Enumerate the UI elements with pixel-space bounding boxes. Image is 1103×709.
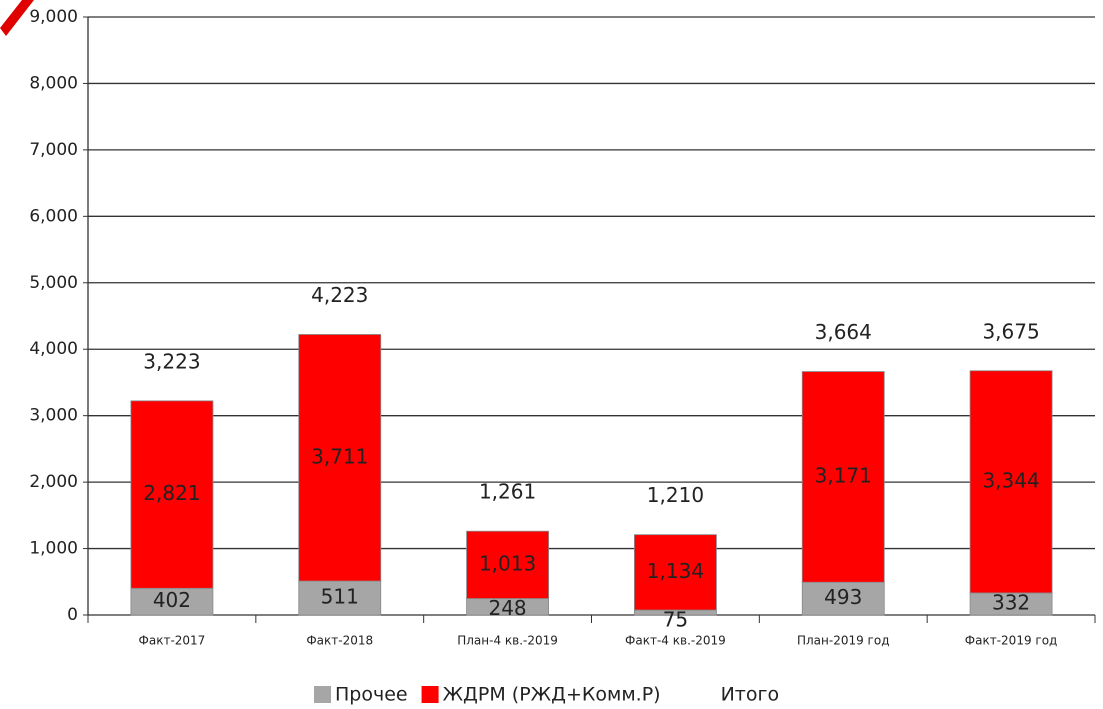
total-label: 3,664 bbox=[815, 320, 872, 344]
data-label: 511 bbox=[321, 585, 359, 609]
legend-label: ЖДРМ (РЖД+Комм.Р) bbox=[443, 684, 661, 706]
x-tick-label: Факт-4 кв.-2019 bbox=[625, 634, 726, 648]
data-label: 3,711 bbox=[311, 444, 368, 468]
y-tick-label: 9,000 bbox=[29, 7, 78, 27]
bar-segment bbox=[298, 580, 382, 616]
data-label: 2,821 bbox=[143, 481, 200, 505]
y-tick-label: 6,000 bbox=[29, 206, 78, 226]
bar-segment bbox=[130, 400, 214, 589]
total-label: 3,223 bbox=[143, 349, 200, 373]
bar-segment bbox=[634, 534, 717, 611]
bar-segment bbox=[466, 530, 549, 599]
data-label: 402 bbox=[153, 588, 191, 612]
y-tick-label: 8,000 bbox=[29, 73, 78, 93]
corner-decoration bbox=[0, 0, 34, 36]
y-tick-label: 4,000 bbox=[29, 339, 78, 359]
legend-swatch bbox=[314, 686, 331, 703]
data-label: 1,013 bbox=[479, 551, 536, 575]
data-label: 1,134 bbox=[647, 559, 704, 583]
total-label: 1,210 bbox=[647, 483, 704, 507]
bar-segment bbox=[298, 334, 382, 582]
x-tick-label: Факт-2018 bbox=[306, 634, 373, 648]
data-label: 493 bbox=[824, 585, 862, 609]
bar-segment bbox=[130, 587, 214, 616]
data-label: 3,171 bbox=[815, 463, 872, 487]
total-label: 1,261 bbox=[479, 480, 536, 504]
legend-label: Итого bbox=[721, 684, 780, 706]
x-tick-label: Факт-2019 год bbox=[965, 634, 1058, 648]
y-tick-label: 0 bbox=[67, 605, 78, 625]
x-tick-label: План-4 кв.-2019 bbox=[457, 634, 558, 648]
data-label: 248 bbox=[488, 596, 526, 620]
bar-segment bbox=[801, 581, 885, 616]
bar-segment bbox=[801, 371, 885, 583]
data-label: 332 bbox=[992, 590, 1030, 614]
data-label: 75 bbox=[663, 608, 688, 632]
y-tick-label: 3,000 bbox=[29, 406, 78, 426]
y-tick-label: 7,000 bbox=[29, 140, 78, 160]
y-tick-label: 2,000 bbox=[29, 472, 78, 492]
y-tick-label: 1,000 bbox=[29, 539, 78, 559]
x-tick-label: План-2019 год bbox=[797, 634, 890, 648]
y-tick-label: 5,000 bbox=[29, 273, 78, 293]
total-label: 3,675 bbox=[982, 319, 1039, 343]
data-label: 3,344 bbox=[982, 468, 1039, 492]
total-label: 4,223 bbox=[311, 283, 368, 307]
legend-swatch bbox=[421, 686, 439, 703]
bar-segment bbox=[969, 370, 1053, 594]
legend-label: Прочее bbox=[335, 684, 408, 706]
x-tick-label: Факт-2017 bbox=[139, 634, 206, 648]
